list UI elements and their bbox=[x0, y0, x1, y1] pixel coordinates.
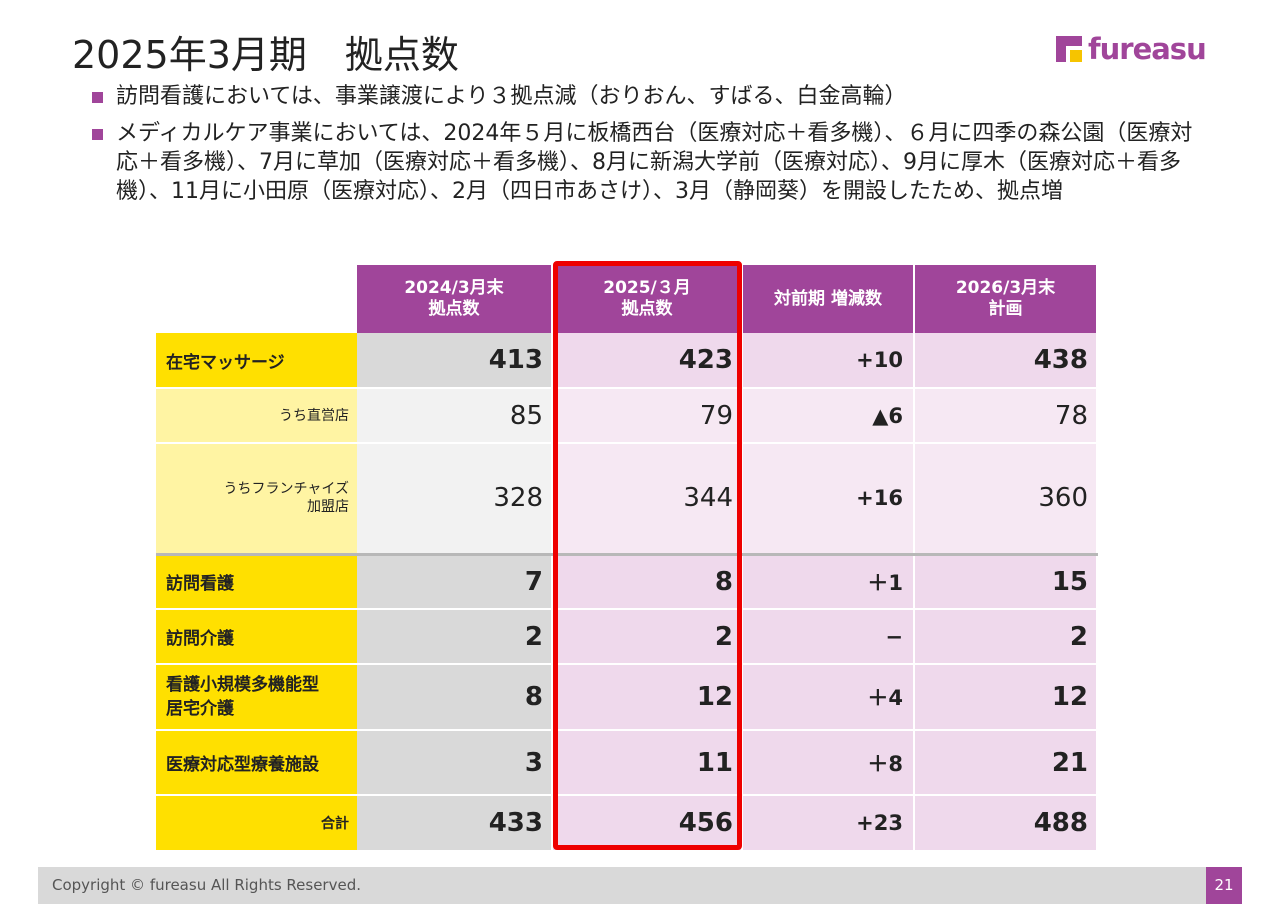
table-row: うち直営店 85 79 ▲6 78 bbox=[156, 388, 1098, 444]
cell-diff: ▲6 bbox=[742, 388, 915, 444]
row-label: うち直営店 bbox=[156, 388, 357, 444]
cell-diff: ＋1 bbox=[742, 554, 915, 610]
header-plan: 2026/3月末 計画 bbox=[914, 265, 1098, 333]
cell-plan: 21 bbox=[914, 730, 1098, 796]
row-label: 訪問看護 bbox=[156, 554, 357, 610]
table-total-row: 合計 433 456 +23 488 bbox=[156, 795, 1098, 852]
cell-2025: 11 bbox=[552, 730, 743, 796]
cell-plan: 12 bbox=[914, 664, 1098, 731]
cell-2025: 2 bbox=[552, 609, 743, 665]
footer-bar: Copyright © fureasu All Rights Reserved.… bbox=[38, 867, 1242, 904]
cell-diff: ＋4 bbox=[742, 664, 915, 731]
cell-2024: 433 bbox=[357, 795, 553, 852]
row-label: 医療対応型療養施設 bbox=[156, 730, 357, 796]
cell-2024: 8 bbox=[357, 664, 553, 731]
cell-diff: +16 bbox=[742, 443, 915, 556]
row-label-total: 合計 bbox=[156, 795, 357, 852]
cell-2025: 12 bbox=[552, 664, 743, 731]
page-title: 2025年3月期 拠点数 bbox=[72, 33, 459, 77]
header-blank bbox=[156, 265, 357, 333]
table-row: 在宅マッサージ 413 423 +10 438 bbox=[156, 333, 1098, 389]
site-count-table: 2024/3月末 拠点数 2025/３月 拠点数 対前期 増減数 2026/3月… bbox=[156, 265, 1098, 852]
cell-2024: 328 bbox=[357, 443, 553, 556]
bullet-text: 訪問看護においては、事業譲渡により３拠点減（おりおん、すばる、白金高輪） bbox=[116, 84, 907, 109]
bullet-text: メディカルケア事業においては、2024年５月に板橋西台（医療対応＋看多機）、６月… bbox=[116, 121, 1193, 204]
logo-mark-icon bbox=[1056, 36, 1082, 62]
cell-diff: +23 bbox=[742, 795, 915, 852]
brand-logo: fureasu bbox=[1056, 32, 1207, 66]
bullet-square-icon bbox=[92, 129, 103, 140]
header-2024: 2024/3月末 拠点数 bbox=[357, 265, 553, 333]
bullet-list: 訪問看護においては、事業譲渡により３拠点減（おりおん、すばる、白金高輪） メディ… bbox=[92, 82, 1212, 214]
table-row: うちフランチャイズ 加盟店 328 344 +16 360 bbox=[156, 443, 1098, 556]
table-header-row: 2024/3月末 拠点数 2025/３月 拠点数 対前期 増減数 2026/3月… bbox=[156, 265, 1098, 333]
cell-diff: ＋8 bbox=[742, 730, 915, 796]
cell-2024: 413 bbox=[357, 333, 553, 389]
bullet-item: 訪問看護においては、事業譲渡により３拠点減（おりおん、すばる、白金高輪） bbox=[92, 82, 1212, 111]
cell-2024: 7 bbox=[357, 554, 553, 610]
cell-plan: 438 bbox=[914, 333, 1098, 389]
cell-2025: 79 bbox=[552, 388, 743, 444]
table-row: 訪問介護 2 2 − 2 bbox=[156, 609, 1098, 665]
cell-2025: 456 bbox=[552, 795, 743, 852]
bullet-square-icon bbox=[92, 92, 103, 103]
table-row: 訪問看護 7 8 ＋1 15 bbox=[156, 554, 1098, 610]
table-row: 医療対応型療養施設 3 11 ＋8 21 bbox=[156, 730, 1098, 796]
cell-2024: 85 bbox=[357, 388, 553, 444]
copyright-text: Copyright © fureasu All Rights Reserved. bbox=[52, 876, 361, 894]
cell-plan: 360 bbox=[914, 443, 1098, 556]
cell-plan: 15 bbox=[914, 554, 1098, 610]
cell-2024: 3 bbox=[357, 730, 553, 796]
cell-plan: 488 bbox=[914, 795, 1098, 852]
table-row: 看護小規模多機能型 居宅介護 8 12 ＋4 12 bbox=[156, 664, 1098, 731]
row-label: 在宅マッサージ bbox=[156, 333, 357, 389]
cell-2025: 8 bbox=[552, 554, 743, 610]
cell-2024: 2 bbox=[357, 609, 553, 665]
cell-diff: − bbox=[742, 609, 915, 665]
row-label: 看護小規模多機能型 居宅介護 bbox=[156, 664, 357, 731]
cell-plan: 78 bbox=[914, 388, 1098, 444]
logo-text: fureasu bbox=[1088, 32, 1207, 66]
header-diff: 対前期 増減数 bbox=[742, 265, 915, 333]
cell-plan: 2 bbox=[914, 609, 1098, 665]
page-number: 21 bbox=[1206, 867, 1242, 904]
header-2025: 2025/３月 拠点数 bbox=[552, 265, 743, 333]
cell-2025: 423 bbox=[552, 333, 743, 389]
cell-2025: 344 bbox=[552, 443, 743, 556]
cell-diff: +10 bbox=[742, 333, 915, 389]
bullet-item: メディカルケア事業においては、2024年５月に板橋西台（医療対応＋看多機）、６月… bbox=[92, 119, 1212, 206]
row-label: 訪問介護 bbox=[156, 609, 357, 665]
row-label: うちフランチャイズ 加盟店 bbox=[156, 443, 357, 556]
